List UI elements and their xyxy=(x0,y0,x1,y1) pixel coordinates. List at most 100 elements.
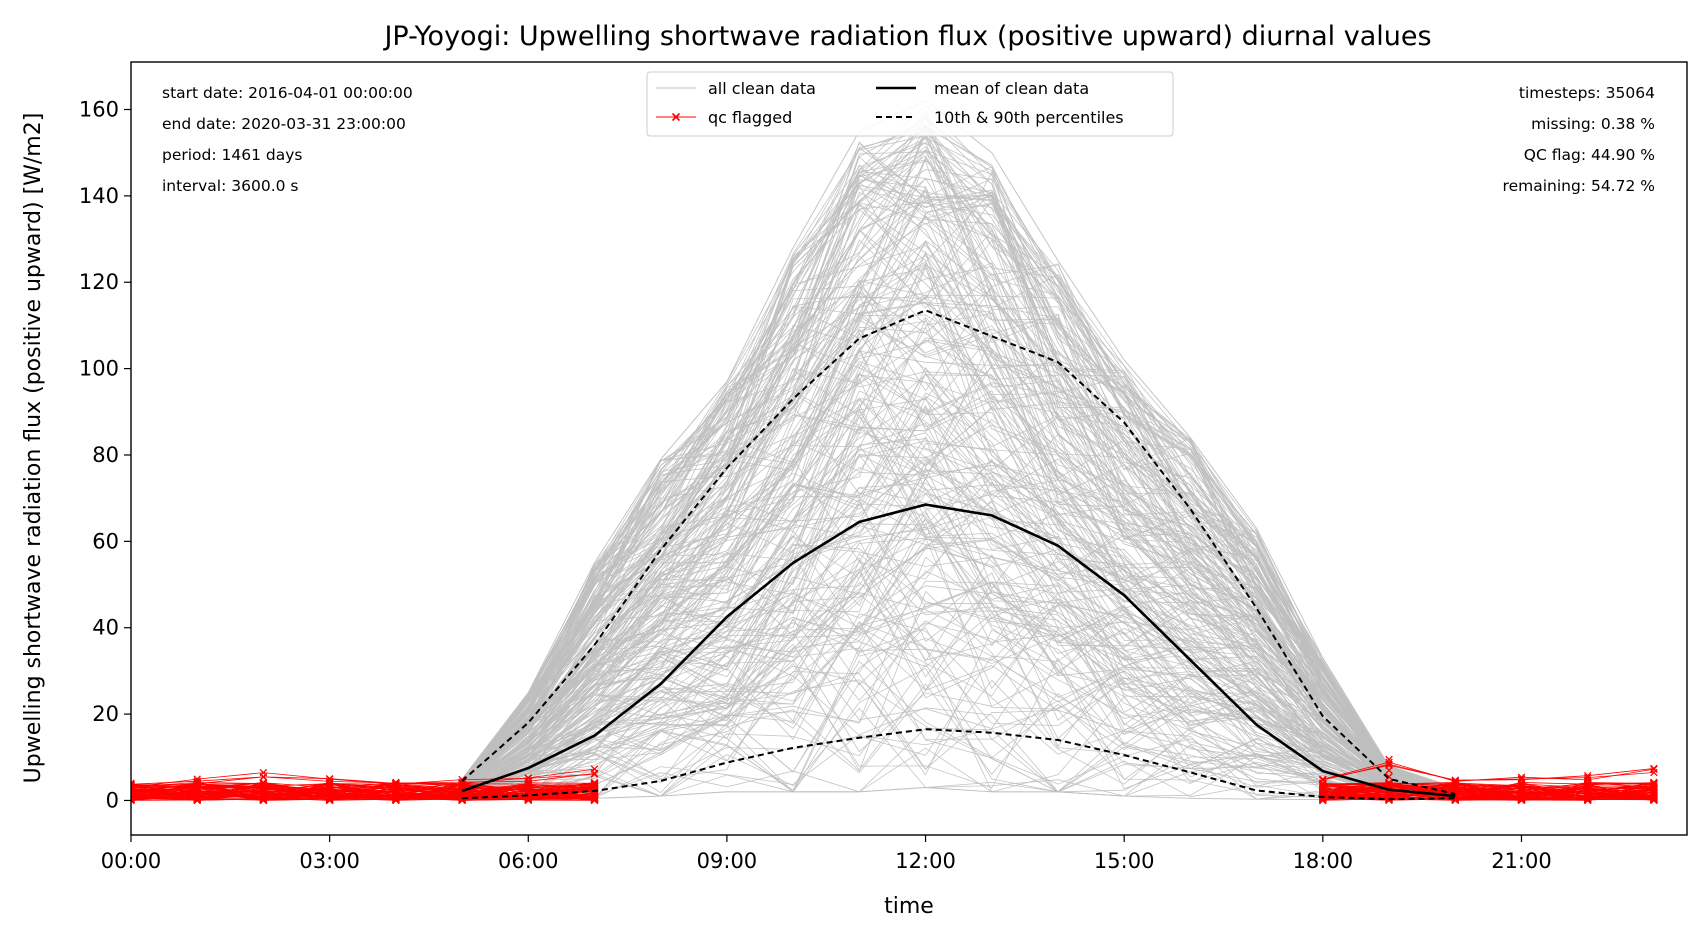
clean-data-line xyxy=(461,455,1456,795)
clean-data-line xyxy=(461,150,1456,789)
clean-data-line xyxy=(461,585,1456,797)
qc-flagged-marker xyxy=(1385,772,1393,781)
stat-missing: missing: 0.38 % xyxy=(1531,115,1655,133)
percentile-10-line xyxy=(462,728,1456,801)
qc-flagged-marker xyxy=(1583,783,1592,792)
y-tick-label: 120 xyxy=(79,270,119,294)
qc-flagged-marker xyxy=(590,770,599,778)
qc-flagged-marker xyxy=(131,788,135,796)
clean-data-line xyxy=(461,431,1456,796)
qc-flagged-marker xyxy=(1385,758,1393,766)
y-tick-label: 80 xyxy=(92,443,119,467)
clean-data-line xyxy=(461,118,1456,789)
clean-data-line xyxy=(461,453,1456,797)
x-axis-label: time xyxy=(884,894,934,919)
clean-data-line xyxy=(461,408,1456,797)
x-tick-label: 03:00 xyxy=(299,849,360,873)
legend-label-qc: qc flagged xyxy=(708,108,792,127)
stat-qc-flag: QC flag: 44.90 % xyxy=(1524,146,1655,164)
clean-data-line xyxy=(461,590,1456,801)
clean-data-line xyxy=(461,628,1456,799)
qc-flagged-marker xyxy=(1650,779,1658,788)
qc-flagged-marker xyxy=(259,783,268,792)
qc-flagged-marker xyxy=(1517,794,1526,802)
x-tick-label: 09:00 xyxy=(697,849,758,873)
clean-data-line xyxy=(461,158,1456,792)
qc-flagged-marker xyxy=(524,786,533,794)
clean-data-line xyxy=(461,382,1456,793)
qc-flagged-marker xyxy=(392,787,400,795)
x-tick-label: 06:00 xyxy=(498,849,559,873)
clean-data-line xyxy=(462,576,1456,798)
qc-flagged-lines xyxy=(131,755,1658,805)
qc-flagged-line xyxy=(1322,787,1654,800)
stat-remaining: remaining: 54.72 % xyxy=(1503,177,1655,195)
qc-flagged-marker xyxy=(325,780,334,789)
clean-data-line xyxy=(461,483,1456,796)
clean-data-line xyxy=(461,675,1456,799)
clean-data-line xyxy=(462,581,1456,799)
qc-flagged-marker xyxy=(524,795,533,804)
y-tick-label: 0 xyxy=(106,788,119,812)
stat-end-date: end date: 2020-03-31 23:00:00 xyxy=(162,115,406,133)
qc-flagged-marker xyxy=(193,788,201,796)
clean-data-line xyxy=(461,347,1456,793)
qc-flagged-line xyxy=(131,784,595,800)
x-axis-ticks: 00:00 03:00 06:00 09:00 12:00 15:00 18:00 21:00 xyxy=(101,835,1552,873)
qc-flagged-marker xyxy=(1650,795,1658,804)
clean-data-line xyxy=(461,185,1456,792)
qc-flagged-marker xyxy=(259,792,268,801)
qc-flagged-marker xyxy=(1319,780,1327,788)
stat-interval: interval: 3600.0 s xyxy=(162,177,298,195)
qc-flagged-marker xyxy=(1451,779,1460,787)
clean-data-line xyxy=(461,581,1456,798)
clean-data-line xyxy=(461,525,1456,795)
qc-flagged-marker xyxy=(1517,795,1526,804)
statistics-lines xyxy=(461,309,1456,801)
clean-data-line xyxy=(462,655,1456,800)
qc-flagged-marker xyxy=(131,796,135,805)
qc-flagged-marker xyxy=(1650,778,1658,787)
qc-flagged-marker xyxy=(1583,771,1592,780)
qc-flagged-marker xyxy=(259,768,268,777)
clean-data-line xyxy=(461,492,1456,797)
qc-flagged-marker xyxy=(392,795,400,803)
mean-line xyxy=(461,503,1456,798)
qc-flagged-marker xyxy=(392,785,400,794)
qc-flagged-line xyxy=(131,785,595,801)
qc-flagged-marker xyxy=(1517,784,1526,793)
legend: all clean data mean of clean data qc fla… xyxy=(646,71,1174,137)
y-tick-label: 60 xyxy=(92,529,119,553)
legend-swatch-qc-marker xyxy=(671,112,681,122)
stat-period: period: 1461 days xyxy=(162,146,302,164)
clean-data-line xyxy=(461,198,1456,789)
x-tick-label: 21:00 xyxy=(1491,849,1552,873)
clean-data-line xyxy=(461,189,1456,791)
clean-data-line xyxy=(461,160,1456,789)
clean-data-line xyxy=(461,537,1456,797)
percentile-90-line xyxy=(461,309,1456,795)
clean-data-line xyxy=(461,613,1456,796)
clean-data-line xyxy=(461,337,1456,793)
clean-data-line xyxy=(461,361,1456,794)
qc-flagged-marker xyxy=(1517,787,1526,796)
y-tick-label: 100 xyxy=(79,357,119,381)
clean-data-line xyxy=(462,747,1456,800)
qc-flagged-line xyxy=(1322,761,1654,782)
legend-label-mean: mean of clean data xyxy=(934,79,1089,98)
clean-data-line xyxy=(461,326,1456,792)
clean-data-line xyxy=(461,241,1456,793)
legend-box xyxy=(646,71,1174,137)
clean-data-line xyxy=(462,746,1456,800)
x-tick-label: 18:00 xyxy=(1293,849,1354,873)
qc-flagged-marker xyxy=(524,787,533,795)
qc-flagged-marker xyxy=(1650,786,1658,794)
legend-label-clean: all clean data xyxy=(708,79,816,98)
clean-data-line xyxy=(461,445,1456,795)
clean-data-line xyxy=(461,222,1456,789)
clean-data-line xyxy=(462,646,1456,800)
qc-flagged-marker xyxy=(1650,764,1658,773)
x-tick-label: 15:00 xyxy=(1094,849,1155,873)
y-tick-label: 160 xyxy=(79,98,119,122)
clean-data-line xyxy=(461,458,1456,795)
